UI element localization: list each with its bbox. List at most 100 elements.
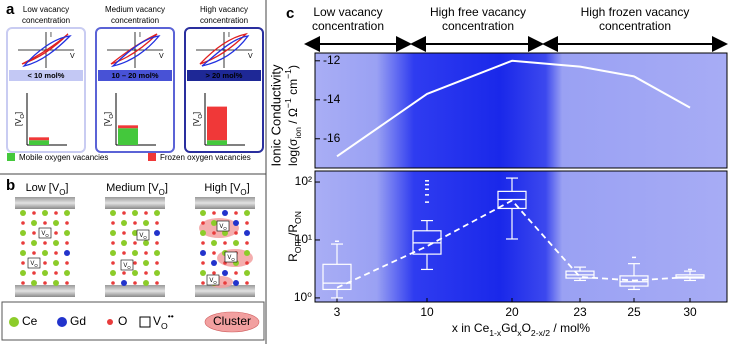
ce-atom — [110, 210, 116, 216]
range-band — [187, 70, 261, 81]
mini-y-label: [VO] — [14, 112, 25, 126]
mobile-bar — [29, 140, 49, 145]
o-atom — [144, 271, 148, 275]
o-atom — [32, 231, 36, 235]
o-atom — [212, 271, 216, 275]
y-tick-label: -14 — [323, 92, 341, 106]
plot-background — [314, 52, 728, 169]
ce-atom — [121, 240, 127, 246]
o-atom — [122, 271, 126, 275]
ce-atom — [42, 250, 48, 256]
text-part: OFF — [293, 236, 303, 253]
electrode — [195, 197, 255, 209]
x-tick-label: 23 — [573, 305, 587, 319]
text-part: −1 — [283, 98, 293, 108]
column-title: concentration — [22, 16, 70, 25]
ce-atom — [200, 210, 206, 216]
frozen-bar — [207, 106, 227, 141]
text-part: x — [517, 328, 522, 338]
legend-label: Cluster — [213, 314, 251, 328]
region-label: concentration — [599, 19, 671, 33]
o-atom — [54, 251, 58, 255]
text-part: O — [59, 188, 65, 197]
electrode — [195, 285, 255, 297]
lattice-title: Medium [VO] — [106, 182, 168, 197]
legend-label: VO•• — [153, 311, 174, 331]
o-atom — [245, 241, 249, 245]
x-tick-label: 25 — [627, 305, 641, 319]
o-atom — [43, 261, 47, 265]
range-label: 10 – 20 mol% — [111, 71, 158, 80]
ce-atom — [42, 270, 48, 276]
o-atom — [144, 251, 148, 255]
iv-i-label: I — [228, 32, 230, 39]
y-tick-label: -12 — [323, 53, 341, 67]
o-atom — [32, 251, 36, 255]
column-title: concentration — [111, 16, 159, 25]
text-part: Gd — [501, 321, 517, 335]
ce-atom — [110, 230, 116, 236]
ce-atom — [211, 240, 217, 246]
o-atom — [43, 241, 47, 245]
ce-atom — [31, 280, 37, 286]
region-label: concentration — [312, 19, 384, 33]
ce-atom — [132, 210, 138, 216]
region-label: High free vacancy — [430, 5, 526, 19]
text-part: V — [30, 261, 34, 267]
cluster — [204, 311, 260, 333]
text-part: O — [522, 321, 531, 335]
o-atom — [107, 319, 113, 325]
o-atom — [111, 281, 115, 285]
ce-atom — [244, 270, 250, 276]
text-part: O — [20, 114, 26, 119]
text-part: ] — [103, 112, 112, 114]
o-atom — [212, 211, 216, 215]
range-label: < 10 mol% — [28, 71, 65, 80]
o-atom — [234, 211, 238, 215]
iv-loop — [110, 35, 161, 68]
text-part: V — [153, 314, 161, 328]
o-atom — [133, 261, 137, 265]
iv-i-label: I — [139, 32, 141, 39]
o-atom — [155, 241, 159, 245]
vacancy — [206, 274, 220, 286]
o-atom — [155, 221, 159, 225]
o-atom — [65, 261, 69, 265]
text-part: V — [227, 255, 231, 261]
o-atom — [133, 221, 137, 225]
vacancy-label: VO — [219, 224, 227, 231]
ce-atom — [154, 250, 160, 256]
o-atom — [122, 211, 126, 215]
o-atom — [144, 211, 148, 215]
ce-atom — [9, 317, 19, 327]
ce-atom — [20, 210, 26, 216]
ce-atom — [233, 240, 239, 246]
ce-atom — [154, 270, 160, 276]
text-part: ] — [247, 182, 250, 194]
o-atom — [245, 281, 249, 285]
gd-atom — [200, 250, 206, 256]
text-part: [V — [14, 118, 23, 126]
mobile-bar — [118, 128, 138, 145]
ce-atom — [132, 230, 138, 236]
legend-label: Ce — [22, 314, 38, 328]
text-part: ] — [165, 182, 168, 194]
vacancy — [139, 316, 151, 328]
text-part: O — [213, 280, 217, 285]
mini-y-label: [VO] — [192, 112, 203, 126]
o-atom — [54, 211, 58, 215]
vacancy-label: VO — [227, 255, 235, 262]
region-label: High frozen vacancy — [581, 5, 690, 19]
ce-atom — [143, 260, 149, 266]
o-atom — [111, 241, 115, 245]
ce-atom — [132, 270, 138, 276]
text-part: ] — [65, 182, 68, 194]
o-atom — [234, 271, 238, 275]
ce-atom — [64, 270, 70, 276]
o-atom — [32, 211, 36, 215]
legend-label: Mobile oxygen vacancies — [19, 153, 108, 162]
o-atom — [133, 241, 137, 245]
o-atom — [21, 281, 25, 285]
range-band — [9, 70, 83, 81]
